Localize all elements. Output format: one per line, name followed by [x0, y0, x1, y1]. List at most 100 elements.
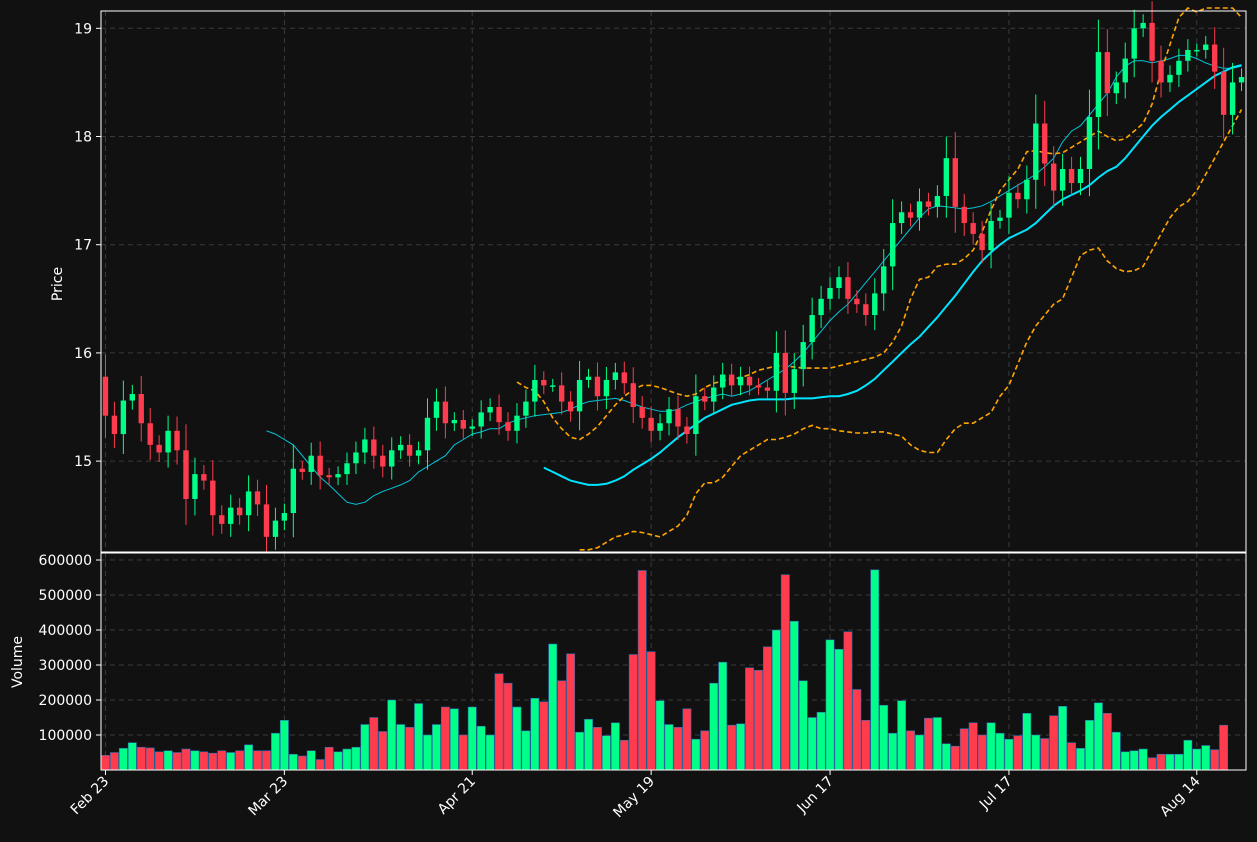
- volume-bar: [530, 697, 540, 771]
- volume-bar: [1210, 749, 1220, 771]
- volume-bar: [1219, 724, 1229, 771]
- candle-body: [746, 376, 753, 386]
- candle-body: [889, 223, 896, 267]
- volume-bar: [271, 732, 280, 771]
- volume-axis-label: Volume: [10, 636, 26, 688]
- candle-body: [228, 507, 234, 524]
- volume-bar: [915, 734, 924, 771]
- volume-bar: [771, 629, 781, 771]
- candle-body: [898, 212, 905, 224]
- volume-bar: [449, 708, 459, 771]
- candle-body: [415, 450, 422, 456]
- volume-bar: [637, 570, 647, 771]
- volume-bar: [879, 704, 889, 771]
- candle-body: [559, 385, 565, 402]
- volume-tick-label: 500000: [39, 588, 92, 604]
- candle-body: [380, 455, 386, 467]
- candle-body: [612, 372, 619, 380]
- candle-body: [684, 426, 690, 435]
- volume-bar: [718, 661, 728, 771]
- volume-bar: [807, 717, 817, 771]
- volume-bar: [1085, 719, 1094, 771]
- volume-bar: [1201, 745, 1211, 771]
- volume-tick-label: 100000: [39, 728, 92, 744]
- candle-body: [272, 520, 279, 537]
- candle-body: [952, 158, 958, 207]
- short-moving-average-line: [266, 54, 1242, 505]
- volume-bar: [932, 717, 942, 771]
- candle-body: [1149, 22, 1155, 61]
- volume-bar: [950, 745, 960, 771]
- price-tick-label: 15: [74, 454, 92, 470]
- candle-body: [863, 304, 869, 316]
- volume-bar: [208, 752, 218, 771]
- candle-body: [1131, 28, 1137, 59]
- candle-body: [907, 212, 914, 218]
- volume-bar: [485, 734, 495, 771]
- candle-body: [219, 515, 225, 524]
- candle-body: [183, 450, 189, 499]
- volume-bar: [1022, 712, 1032, 771]
- volume-bar: [494, 673, 504, 771]
- volume-bar: [1192, 748, 1202, 771]
- candle-body: [326, 475, 332, 478]
- volume-bar: [172, 752, 182, 771]
- volume-bar: [360, 724, 370, 771]
- volume-bar: [136, 746, 146, 771]
- candle-body: [353, 452, 359, 464]
- volume-bar: [834, 648, 844, 771]
- volume-bar: [593, 726, 602, 771]
- volume-bar: [101, 754, 110, 771]
- volume-bar: [324, 746, 334, 771]
- candle-body: [496, 407, 502, 423]
- volume-bar: [870, 569, 880, 771]
- candle-body: [1042, 123, 1048, 164]
- price-tick-label: 18: [74, 130, 92, 146]
- volume-bar: [217, 750, 227, 771]
- volume-bar: [199, 751, 209, 771]
- lower-band-line: [579, 109, 1243, 551]
- volume-bar: [423, 734, 432, 771]
- volume-bar: [888, 732, 898, 771]
- candle-body: [550, 385, 556, 387]
- candle-body: [201, 474, 207, 481]
- volume-bar: [432, 724, 441, 771]
- volume-bar: [1174, 753, 1184, 771]
- candle-body: [1059, 168, 1066, 191]
- volume-bar: [575, 731, 584, 771]
- candle-body: [406, 444, 413, 456]
- candle-body: [818, 298, 824, 316]
- volume-bar: [297, 755, 307, 771]
- candle-body: [1229, 82, 1236, 115]
- volume-bar: [852, 689, 862, 771]
- candle-body: [254, 491, 261, 505]
- volume-bar: [628, 654, 638, 771]
- candle-body: [1033, 123, 1039, 180]
- volume-tick-label: 400000: [39, 623, 92, 639]
- volume-bar: [548, 643, 558, 771]
- volume-bar: [1183, 739, 1193, 771]
- candle-body: [737, 376, 744, 386]
- price-panel: 15 16 17 18 19 Price: [50, 1, 1247, 557]
- volume-tick-label: 200000: [39, 693, 92, 709]
- volume-bar: [503, 682, 513, 771]
- candle-body: [773, 352, 780, 391]
- candle-body: [782, 352, 788, 393]
- candle-body: [925, 201, 932, 207]
- volume-bar: [512, 706, 522, 771]
- candle-body: [424, 417, 431, 451]
- candle-body: [281, 513, 288, 521]
- volume-bar: [816, 711, 826, 771]
- volume-bar: [1147, 757, 1157, 771]
- volume-bar: [145, 747, 155, 771]
- candle-body: [809, 315, 815, 343]
- candle-body: [836, 277, 842, 288]
- candle-body: [433, 401, 440, 418]
- price-tick-label: 19: [74, 21, 92, 37]
- candle-body: [764, 387, 771, 391]
- candle-body: [1077, 168, 1084, 184]
- candle-body: [1006, 192, 1012, 218]
- candle-body: [1203, 44, 1209, 50]
- candle-body: [541, 379, 547, 386]
- volume-bar: [306, 750, 316, 771]
